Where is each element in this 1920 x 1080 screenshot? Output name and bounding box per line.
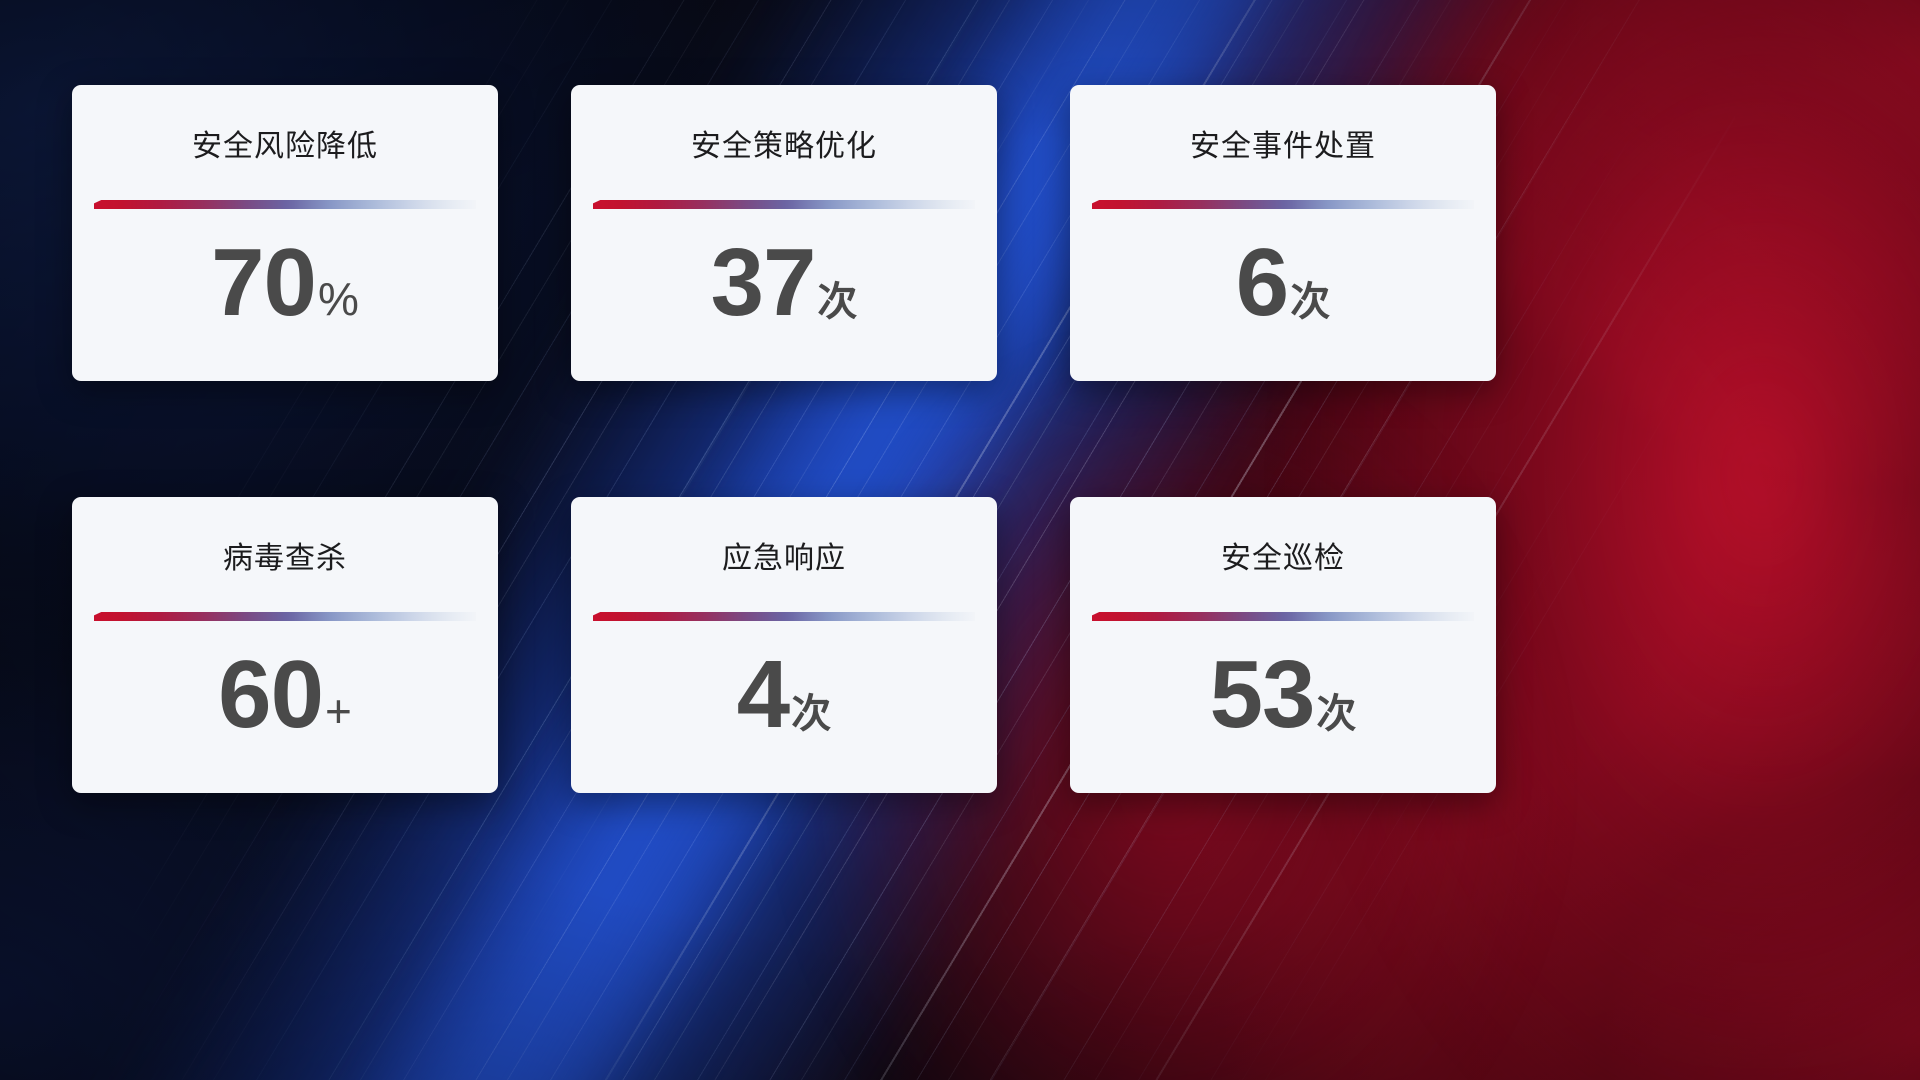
metric-card-divider (94, 612, 476, 621)
metric-value-number: 37 (710, 229, 817, 336)
metric-card-value: 70% (211, 235, 359, 331)
metric-value-unit: 次 (1316, 692, 1357, 736)
metric-card-title: 安全事件处置 (1190, 130, 1376, 163)
metric-card-risk-reduction[interactable]: 安全风险降低 70% (72, 85, 498, 381)
metric-card-title: 安全策略优化 (691, 130, 877, 163)
metric-value-number: 60 (218, 641, 324, 748)
metric-value-unit: + (324, 685, 352, 737)
metric-card-title: 安全巡检 (1221, 542, 1345, 575)
metric-card-divider (94, 200, 476, 209)
metric-card-value: 53 次 (1210, 647, 1357, 743)
metric-card-divider (1092, 612, 1474, 621)
metric-value-number: 70 (211, 229, 317, 336)
metric-card-virus-scan[interactable]: 病毒查杀 60 + (72, 497, 498, 793)
metric-value-number: 4 (736, 641, 790, 748)
metric-card-title: 应急响应 (722, 542, 846, 575)
divider-gradient-rule (94, 612, 476, 621)
metric-card-value: 60 + (218, 647, 352, 743)
divider-gradient-rule (94, 200, 476, 209)
metric-card-security-patrol[interactable]: 安全巡检 53 次 (1070, 497, 1496, 793)
metric-card-value: 37 次 (711, 235, 858, 331)
divider-gradient-rule (1092, 200, 1474, 209)
metric-value-unit: 次 (817, 280, 858, 324)
divider-gradient-rule (593, 612, 975, 621)
metric-card-grid: 安全风险降低 70% 安全策略优化 37 次安全事件处置 6 次病毒查杀 60 + 应急响应 4 次安… (72, 85, 1496, 793)
metric-value-unit: 次 (791, 692, 832, 736)
metric-card-title: 安全风险降低 (192, 130, 378, 163)
divider-gradient-rule (1092, 612, 1474, 621)
metric-value-unit: 次 (1290, 280, 1331, 324)
metric-card-incident-handle[interactable]: 安全事件处置 6 次 (1070, 85, 1496, 381)
metric-card-divider (593, 200, 975, 209)
metric-value-number: 6 (1235, 229, 1289, 336)
divider-gradient-rule (593, 200, 975, 209)
metric-card-title: 病毒查杀 (223, 542, 347, 575)
metric-card-emergency-resp[interactable]: 应急响应 4 次 (571, 497, 997, 793)
metric-card-policy-optimize[interactable]: 安全策略优化 37 次 (571, 85, 997, 381)
metric-card-divider (1092, 200, 1474, 209)
metric-value-number: 53 (1209, 641, 1316, 748)
metric-value-unit: % (317, 273, 359, 325)
metric-card-divider (593, 612, 975, 621)
